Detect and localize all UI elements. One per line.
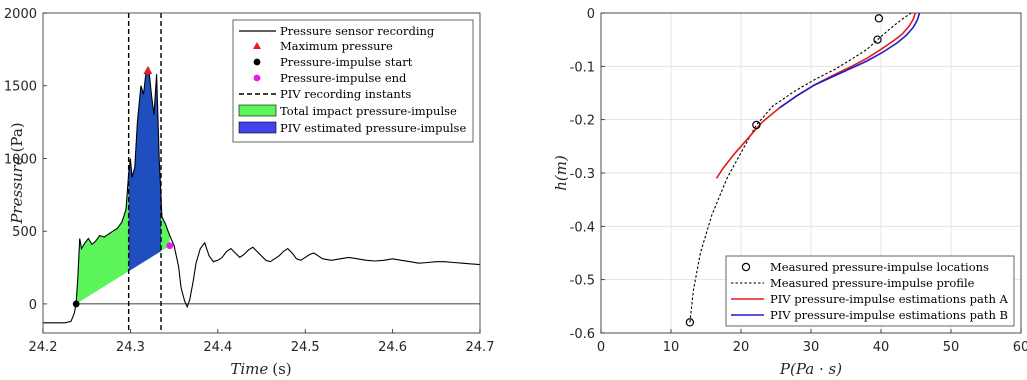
right-xtick-label-5: 50 [943, 340, 960, 355]
legend-triangle-max [253, 42, 261, 49]
right-ylabel: h(m) [552, 155, 570, 191]
legend-label-max: Maximum pressure [280, 39, 393, 53]
left-line-layer [43, 13, 481, 333]
legend-swatch-piv-impulse [238, 121, 277, 134]
piv-impulse-area [128, 68, 161, 272]
right-ytick-label-2: -0.2 [570, 114, 595, 129]
right-ytick-label-5: -0.5 [570, 274, 595, 289]
path-b-line [779, 12, 921, 109]
measured-point-3 [874, 14, 884, 23]
impulse-start-marker [72, 300, 80, 308]
left-xlabel-unit: (s) [272, 360, 291, 378]
left-ylabel: Pressure (Pa) [8, 122, 26, 224]
left-xtick-label-5: 24.7 [466, 340, 495, 355]
left-ylabel-var: Pressure [8, 156, 26, 224]
max-pressure-marker [143, 66, 153, 75]
left-xtick-label-3: 24.5 [291, 340, 320, 355]
right-line-layer [689, 12, 921, 323]
left-xtick-label-2: 24.4 [203, 340, 232, 355]
left-ytick-label-4: 2000 [4, 7, 37, 22]
legend-swatch-total [238, 104, 277, 117]
legend-label-piv: PIV recording instants [280, 87, 411, 101]
right-ytick-label-4: -0.4 [570, 220, 595, 235]
measured-point-2 [873, 35, 882, 44]
right-marker-layer [685, 14, 884, 327]
legend-label-path-b: PIV pressure-impulse estimations path B [770, 308, 1008, 322]
left-xtick-label-0: 24.2 [29, 340, 58, 355]
legend-label-start: Pressure-impulse start [280, 55, 413, 69]
right-xtick-label-3: 30 [803, 340, 820, 355]
left-ytick-label-2: 1000 [4, 152, 37, 167]
impulse-end-marker [166, 242, 174, 250]
left-ylabel-unit: (Pa) [8, 122, 26, 152]
right-ytick-label-0: 0 [587, 7, 595, 22]
left-ytick-label-1: 500 [12, 225, 37, 240]
right-legend-box [725, 255, 1015, 327]
left-tick-layer: 24.2 24.3 24.4 24.5 24.6 24.7 0 500 1000 1500 2000 [4, 7, 495, 355]
left-ytick-label-3: 1500 [4, 80, 37, 95]
left-xlabel-var: Time [230, 360, 268, 378]
legend-circle-measured [741, 262, 751, 272]
right-xtick-label-1: 10 [663, 340, 680, 355]
pressure-impulse-profile-chart: 0 10 20 30 40 50 60 0 -0.1 -0.2 -0.3 -0.4 -0.5 -0.6 h… [552, 7, 1027, 378]
left-fill-layer [76, 68, 170, 304]
left-axes-box [42, 12, 481, 334]
right-ytick-label-6: -0.6 [570, 327, 595, 342]
path-a-line [715, 12, 917, 179]
legend-label-sensor: Pressure sensor recording [280, 24, 435, 38]
pressure-series-line [43, 67, 481, 324]
legend-label-total: Total impact pressure-impulse [280, 104, 457, 118]
right-legend: Measured pressure-impulse locations Meas… [725, 255, 1015, 327]
left-xtick-label-4: 24.6 [378, 340, 407, 355]
pressure-time-chart: 24.2 24.3 24.4 24.5 24.6 24.7 0 500 1000 1500 2000… [4, 7, 495, 378]
legend-label-profile: Measured pressure-impulse profile [770, 276, 975, 290]
right-tick-layer: 0 10 20 30 40 50 60 0 -0.1 -0.2 -0.3 -0.4 -0.5 -0.6 [570, 7, 1027, 355]
left-xtick-label-1: 24.3 [116, 340, 145, 355]
left-legend: Pressure sensor recording Maximum pressu… [232, 19, 474, 143]
measured-profile-line [689, 12, 912, 323]
legend-label-piv-impulse: PIV estimated pressure-impulse [280, 121, 466, 135]
measured-point-1 [752, 120, 761, 130]
right-ytick-label-3: -0.3 [570, 167, 595, 182]
left-xlabel: Time (s) [230, 360, 291, 378]
right-xtick-label-6: 60 [1013, 340, 1027, 355]
right-xtick-label-0: 0 [597, 340, 605, 355]
left-legend-box [232, 19, 474, 143]
legend-dot-end [253, 74, 261, 82]
left-ytick-label-0: 0 [29, 298, 37, 313]
measured-point-0 [685, 318, 695, 327]
right-xlabel: P(Pa · s) [779, 360, 842, 378]
right-xtick-label-4: 40 [873, 340, 890, 355]
right-xtick-label-2: 20 [733, 340, 750, 355]
legend-label-end: Pressure-impulse end [280, 71, 407, 85]
legend-label-path-a: PIV pressure-impulse estimations path A [770, 292, 1009, 306]
right-ytick-label-1: -0.1 [570, 60, 595, 75]
legend-label-measured-loc: Measured pressure-impulse locations [770, 260, 989, 274]
left-marker-layer [72, 66, 174, 308]
legend-dot-start [253, 58, 261, 66]
